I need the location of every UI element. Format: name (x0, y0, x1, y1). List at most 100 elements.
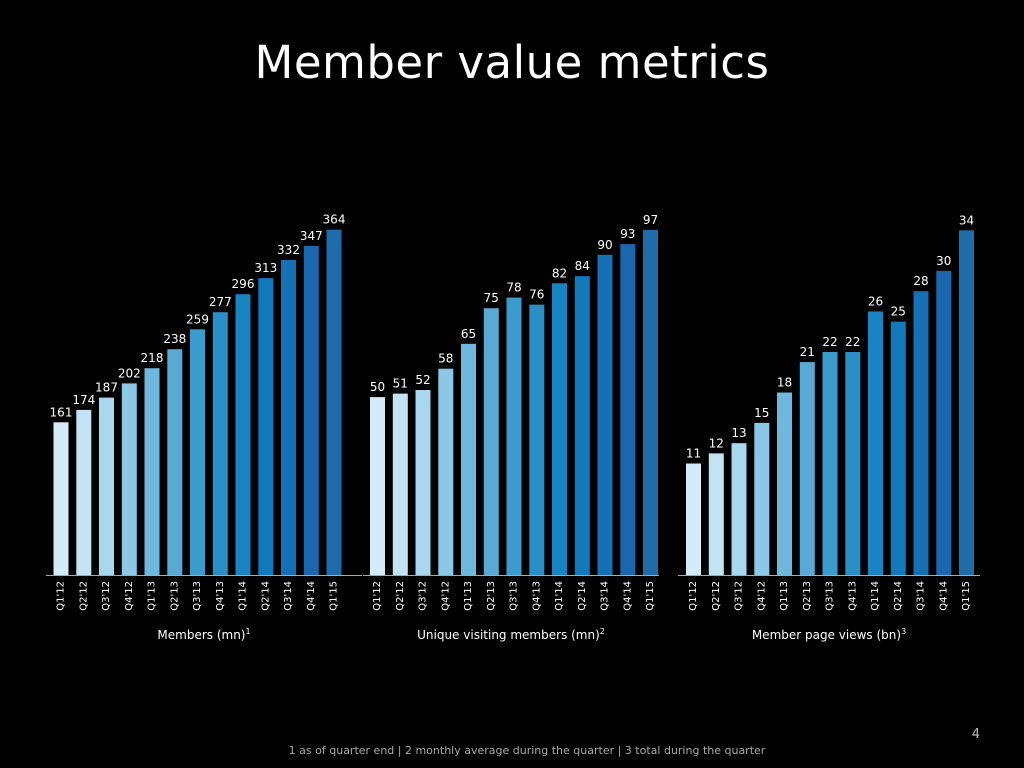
x-tick-label: Q4'12 (124, 581, 135, 611)
footnote: 1 as of quarter end | 2 monthly average … (288, 744, 766, 757)
bar-chart-members: 161 Q1'12 174 Q2'12 187 Q3'12 202 Q4'12 218 Q1'13… (46, 213, 362, 611)
data-label: 25 (891, 305, 906, 319)
data-label: 30 (936, 254, 951, 268)
bar (281, 260, 296, 575)
data-label: 28 (913, 274, 928, 288)
x-tick-label: Q3'14 (916, 581, 927, 611)
data-label: 187 (95, 381, 118, 395)
bar (686, 463, 701, 575)
data-label: 22 (845, 335, 860, 349)
data-label: 218 (141, 351, 164, 365)
bar (483, 308, 499, 575)
x-tick-label: Q1'12 (688, 581, 699, 611)
x-tick-label: Q4'12 (756, 581, 767, 611)
bar (959, 230, 974, 576)
data-label: 50 (370, 380, 385, 394)
bar (370, 397, 385, 575)
x-tick-label: Q1'15 (961, 581, 972, 611)
bar (936, 270, 952, 575)
x-tick-label: Q1'13 (779, 581, 790, 611)
x-tick-label: Q1'13 (463, 581, 474, 611)
x-tick-label: Q2'14 (893, 581, 904, 611)
x-tick-label: Q4'14 (938, 581, 949, 611)
data-label: 65 (461, 327, 476, 341)
page-title: Member value metrics (254, 36, 770, 89)
bar (574, 276, 590, 575)
bar (53, 422, 69, 575)
bar (99, 397, 114, 575)
bar (643, 229, 658, 575)
data-label: 18 (777, 376, 792, 390)
x-tick-label: Q3'12 (418, 581, 429, 611)
x-tick-label: Q1'12 (56, 581, 67, 611)
data-label: 84 (575, 259, 590, 273)
x-tick-label: Q2'13 (802, 581, 813, 611)
data-label: 34 (959, 213, 974, 227)
x-tick-label: Q2'14 (260, 581, 271, 611)
x-tick-label: Q2'12 (78, 581, 89, 611)
data-label: 93 (620, 227, 635, 241)
data-label: 82 (552, 266, 567, 280)
bar (144, 368, 160, 575)
data-label: 174 (72, 393, 95, 407)
data-label: 75 (484, 291, 499, 305)
x-tick-label: Q4'12 (440, 581, 451, 611)
data-label: 202 (118, 366, 141, 380)
bar (529, 304, 545, 575)
x-tick-label: Q3'13 (825, 581, 836, 611)
data-label: 12 (709, 436, 724, 450)
chart-caption-unique-visitors: Unique visiting members (mn)2 (417, 627, 605, 642)
x-tick-label: Q2'12 (711, 581, 722, 611)
bar (258, 278, 274, 575)
bar (167, 349, 183, 575)
x-tick-label: Q2'13 (169, 581, 180, 611)
data-label: 277 (209, 295, 232, 309)
bar (799, 362, 815, 575)
x-tick-label: Q2'14 (577, 581, 588, 611)
bar (506, 297, 522, 575)
data-label: 347 (300, 229, 323, 243)
data-label: 13 (731, 426, 746, 440)
data-label: 22 (822, 335, 837, 349)
data-label: 332 (277, 243, 300, 257)
data-label: 90 (597, 238, 612, 252)
bar (868, 311, 883, 575)
x-tick-label: Q1'13 (147, 581, 158, 611)
x-tick-label: Q1'14 (870, 581, 881, 611)
data-label: 11 (686, 447, 701, 461)
chart-caption-page-views: Member page views (bn)3 (751, 627, 907, 642)
bar (438, 368, 454, 575)
bar-chart-page-views: 11 Q1'12 12 Q2'12 13 Q3'12 15 Q4'12 18 Q1'13 21 Q2'… (678, 213, 980, 611)
x-tick-label: Q3'14 (283, 581, 294, 611)
bar (620, 244, 636, 575)
data-label: 161 (50, 405, 73, 419)
x-tick-label: Q4'13 (215, 581, 226, 611)
data-label: 296 (232, 277, 255, 291)
bar (212, 312, 228, 575)
bar (708, 453, 724, 575)
x-tick-label: Q1'15 (645, 581, 656, 611)
bar (597, 254, 613, 576)
bar-chart-unique-visitors: 50 Q1'12 51 Q2'12 52 Q3'12 58 Q4'12 65 Q1'13 75 Q2'… (363, 213, 659, 611)
bar (754, 422, 770, 575)
chart-caption-members: Members (mn)1 (157, 627, 251, 642)
data-label: 259 (186, 312, 209, 326)
bar (303, 245, 319, 576)
bar (76, 409, 92, 575)
bar (461, 343, 476, 576)
page-number: 4 (971, 727, 980, 742)
data-label: 313 (254, 261, 277, 275)
x-tick-label: Q1'12 (372, 581, 383, 611)
x-tick-label: Q4'14 (622, 581, 633, 611)
x-tick-label: Q4'14 (306, 581, 317, 611)
x-tick-label: Q1'14 (554, 581, 565, 611)
data-label: 78 (506, 281, 521, 295)
bar (190, 329, 205, 575)
data-label: 97 (643, 213, 658, 227)
x-tick-label: Q1'14 (238, 581, 249, 611)
data-label: 52 (415, 373, 430, 387)
bar (731, 443, 747, 575)
data-label: 26 (868, 294, 883, 308)
bar (913, 291, 929, 575)
